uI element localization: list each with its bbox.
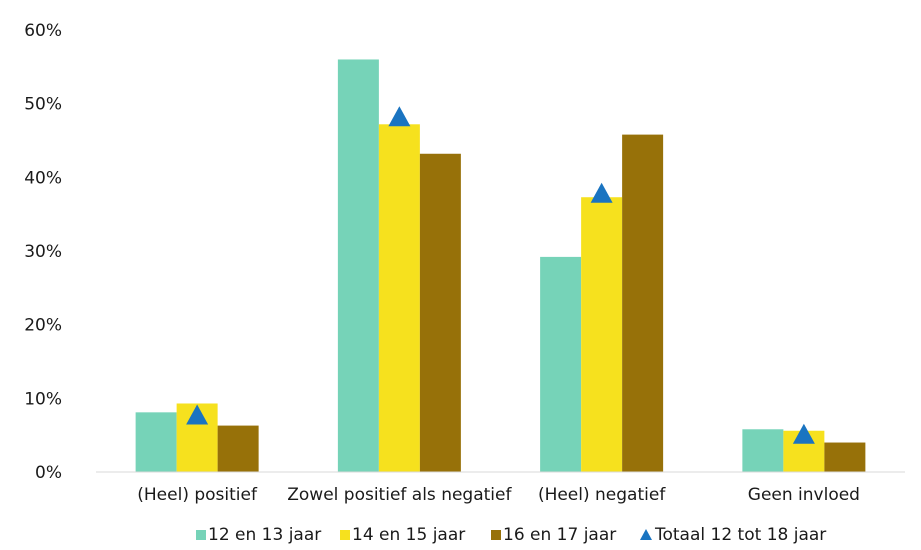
bar bbox=[419, 153, 461, 472]
bar bbox=[217, 425, 259, 472]
bar bbox=[581, 197, 623, 472]
legend-swatch bbox=[491, 530, 501, 540]
y-tick-label: 10% bbox=[24, 389, 62, 409]
x-category-label: (Heel) negatief bbox=[538, 485, 666, 505]
y-axis-ticks: 0% 10% 20% 30% 40% 50% 60% bbox=[24, 21, 62, 483]
total-marker bbox=[388, 106, 411, 127]
bar bbox=[622, 134, 664, 472]
total-markers bbox=[186, 106, 815, 444]
x-category-label: Geen invloed bbox=[748, 485, 860, 505]
bars bbox=[135, 59, 866, 472]
legend-label: 14 en 15 jaar bbox=[352, 525, 465, 545]
bar bbox=[742, 429, 784, 472]
x-axis-labels: (Heel) positief Zowel positief als negati… bbox=[137, 485, 860, 505]
y-tick-label: 50% bbox=[24, 95, 62, 115]
y-tick-label: 20% bbox=[24, 316, 62, 336]
x-category-label: Zowel positief als negatief bbox=[287, 485, 512, 505]
legend-swatch bbox=[340, 530, 350, 540]
bar bbox=[378, 124, 420, 472]
total-marker bbox=[590, 182, 613, 203]
x-category-label: (Heel) positief bbox=[137, 485, 258, 505]
legend-label: 12 en 13 jaar bbox=[208, 525, 321, 545]
y-tick-label: 0% bbox=[35, 463, 62, 483]
legend: 12 en 13 jaar 14 en 15 jaar 16 en 17 jaar T… bbox=[196, 525, 826, 545]
bar bbox=[540, 256, 582, 472]
total-marker bbox=[186, 404, 209, 425]
legend-swatch bbox=[196, 530, 206, 540]
y-tick-label: 40% bbox=[24, 168, 62, 188]
bar bbox=[824, 442, 866, 472]
legend-triangle-icon bbox=[640, 529, 652, 540]
legend-label: Totaal 12 tot 18 jaar bbox=[654, 525, 826, 545]
y-tick-label: 60% bbox=[24, 21, 62, 41]
bar bbox=[337, 59, 379, 472]
total-marker bbox=[792, 423, 815, 444]
bar bbox=[135, 412, 177, 472]
y-tick-label: 30% bbox=[24, 242, 62, 262]
legend-label: 16 en 17 jaar bbox=[503, 525, 616, 545]
